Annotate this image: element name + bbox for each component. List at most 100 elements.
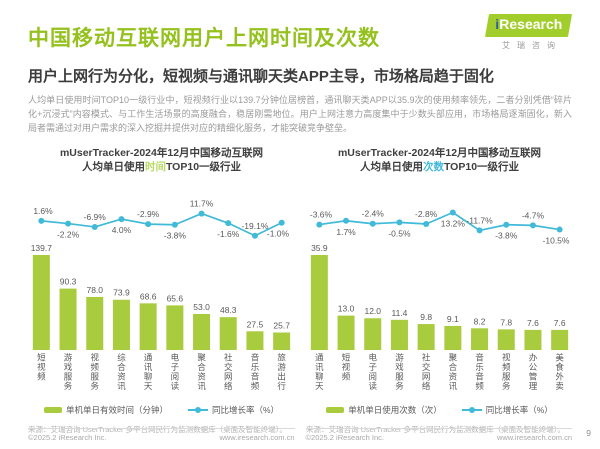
title-post: TOP10一级行业 <box>443 161 520 173</box>
category-label: 电子阅读 <box>169 353 180 391</box>
footer-website: www.iresearch.com.cn <box>219 433 295 442</box>
intro-paragraph: 人均单日使用时间TOP10一级行业中，短视频行业以139.7分钟位居榜首，通讯聊… <box>28 95 572 133</box>
svg-text:13.2%: 13.2% <box>441 218 466 228</box>
category-label: 社交网络 <box>421 353 432 391</box>
svg-text:-1.6%: -1.6% <box>217 229 240 239</box>
chart-title-line1: mUserTracker-2024年12月中国移动互联网 <box>59 147 264 159</box>
svg-text:-3.8%: -3.8% <box>164 231 187 241</box>
logo-research: Research <box>499 16 563 32</box>
svg-text:7.6: 7.6 <box>527 318 539 328</box>
legend-bar-item: 单机单日有效时间（分钟） <box>43 404 168 416</box>
svg-text:11.7%: 11.7% <box>190 199 214 209</box>
footer-copyright: ©2025.2 iResearch Inc. <box>28 433 107 442</box>
title-highlight-time: 时间 <box>144 161 166 173</box>
chart-title-line2: 人均单日使用时间TOP10一级行业 <box>28 160 295 174</box>
legend-line-label: 同比增长率（%） <box>485 405 553 415</box>
svg-text:-6.9%: -6.9% <box>84 212 107 222</box>
footer: ©2025.2 iResearch Inc. www.iresearch.com… <box>28 428 572 442</box>
page-number: 9 <box>586 428 591 438</box>
svg-text:-3.6%: -3.6% <box>310 210 333 220</box>
svg-text:9.1: 9.1 <box>447 314 459 324</box>
source-note-count: 来源：艾瑞咨询 UserTracker 多平台网民行为监测数据库（桌面及智能终端… <box>306 425 565 434</box>
category-label: 聚合资讯 <box>447 353 458 391</box>
category-label: 电子阅读 <box>367 353 378 391</box>
chart-title-count: mUserTracker-2024年12月中国移动互联网 人均单日使用次数TOP… <box>306 146 573 174</box>
svg-text:27.5: 27.5 <box>247 319 264 329</box>
bar-swatch-icon <box>326 407 345 413</box>
svg-text:-10.5%: -10.5% <box>543 236 570 246</box>
logo-subtext: 艾瑞咨询 <box>502 41 563 50</box>
subtitle: 用户上网行为分化，短视频与通讯聊天类APP主导，市场格局趋于固化 <box>28 68 494 85</box>
source-note-time: 来源：艾瑞咨询 UserTracker 多平台网民行为监测数据库（桌面及智能终端… <box>28 425 287 434</box>
svg-text:48.3: 48.3 <box>220 305 237 315</box>
legend-count: 单机单日使用次数（次） 同比增长率（%） <box>306 404 573 416</box>
svg-text:9.8: 9.8 <box>420 312 432 322</box>
legend-bar-label: 单机单日有效时间（分钟） <box>65 405 168 415</box>
line-swatch-icon <box>461 406 482 414</box>
chart-canvas-time: 139.7 90.3 78.0 73.9 68.6 65.6 53.0 48.3 27.5 25.… <box>31 199 290 350</box>
title-highlight-count: 次数 <box>422 161 444 173</box>
svg-text:-3.8%: -3.8% <box>495 231 518 241</box>
svg-text:139.7: 139.7 <box>31 243 53 253</box>
chart-title-line1: mUserTracker-2024年12月中国移动互联网 <box>337 147 542 159</box>
svg-text:-2.8%: -2.8% <box>415 209 438 219</box>
bar-swatch-icon <box>43 407 62 413</box>
category-label: 音乐音频 <box>474 353 485 391</box>
title-pre: 人均单日使用 <box>359 161 423 173</box>
footer-left: ©2025.2 iResearch Inc. www.iresearch.com… <box>28 428 295 442</box>
legend-line-item: 同比增长率（%） <box>461 404 553 416</box>
svg-text:-11.7%: -11.7% <box>466 215 493 225</box>
svg-text:53.0: 53.0 <box>193 302 210 312</box>
svg-text:-2.2%: -2.2% <box>57 230 80 240</box>
slide: 中国移动互联网用户上网时间及次数 iResearch 艾瑞咨询 用户上网行为分化… <box>28 14 573 435</box>
category-label: 视频服务 <box>501 353 512 391</box>
legend-bar-label: 单机单日使用次数（次） <box>348 405 442 415</box>
svg-text:90.3: 90.3 <box>60 277 77 287</box>
category-label: 游戏服务 <box>394 353 405 391</box>
category-label: 美食外卖 <box>554 353 565 391</box>
charts-row: mUserTracker-2024年12月中国移动互联网 人均单日使用时间TOP… <box>28 146 572 435</box>
svg-text:4.0%: 4.0% <box>112 225 132 235</box>
footer-right: ©2025.2 iResearch Inc. www.iresearch.com… <box>305 428 572 442</box>
svg-text:-2.9%: -2.9% <box>137 209 160 219</box>
title-pre: 人均单日使用 <box>81 161 145 173</box>
footer-website: www.iresearch.com.cn <box>496 433 572 442</box>
category-axis-time: 短视频 游戏服务 视频服务 综合资讯 通讯聊天 电子阅读 聚合资讯 社交网络 音乐音频 旅游出行 <box>28 353 295 401</box>
category-label: 通讯聊天 <box>143 353 154 391</box>
svg-text:13.0: 13.0 <box>338 304 355 314</box>
category-label: 办公管理 <box>527 353 538 391</box>
iresearch-logo-mark: iResearch <box>485 14 573 37</box>
category-label: 游戏服务 <box>63 353 74 391</box>
chart-title-time: mUserTracker-2024年12月中国移动互联网 人均单日使用时间TOP… <box>28 146 295 174</box>
legend-line-label: 同比增长率（%） <box>211 405 280 415</box>
category-label: 短视频 <box>36 353 47 382</box>
category-label: 社交网络 <box>223 353 234 391</box>
svg-text:1.7%: 1.7% <box>336 227 356 237</box>
legend-bar-item: 单机单日使用次数（次） <box>326 404 442 416</box>
title-post: TOP10一级行业 <box>165 161 242 173</box>
svg-text:1.6%: 1.6% <box>33 206 53 216</box>
category-label: 短视频 <box>341 353 352 382</box>
chart-title-line2: 人均单日使用次数TOP10一级行业 <box>306 160 573 174</box>
category-label: 聚合资讯 <box>196 353 207 391</box>
svg-text:65.6: 65.6 <box>167 293 184 303</box>
footer-copyright: ©2025.2 iResearch Inc. <box>305 433 385 442</box>
category-label: 视频服务 <box>89 353 100 391</box>
page-title: 中国移动互联网用户上网时间及次数 <box>28 27 380 50</box>
legend-time: 单机单日有效时间（分钟） 同比增长率（%） <box>28 404 295 416</box>
svg-text:73.9: 73.9 <box>113 288 130 298</box>
svg-text:-0.5%: -0.5% <box>388 228 411 238</box>
legend-line-item: 同比增长率（%） <box>187 404 280 416</box>
svg-text:11.4: 11.4 <box>391 308 407 318</box>
svg-text:25.7: 25.7 <box>273 321 290 331</box>
svg-text:78.0: 78.0 <box>86 285 103 295</box>
svg-text:-1.0%: -1.0% <box>267 229 290 239</box>
svg-text:8.2: 8.2 <box>474 316 486 326</box>
category-axis-count: 通讯聊天 短视频 电子阅读 游戏服务 社交网络 聚合资讯 音乐音频 视频服务 办公管理 美食外卖 <box>306 353 573 401</box>
chart-canvas-count: 35.913.0 12.0 11.4 9.8 9.1 8.2 7.8 7.6 7.6-3.6%1… <box>310 209 570 350</box>
svg-text:7.6: 7.6 <box>554 318 566 328</box>
chart-panel-count: mUserTracker-2024年12月中国移动互联网 人均单日使用次数TOP… <box>306 146 573 435</box>
svg-text:-4.7%: -4.7% <box>522 210 545 220</box>
svg-text:12.0: 12.0 <box>364 306 381 316</box>
chart-panel-time: mUserTracker-2024年12月中国移动互联网 人均单日使用时间TOP… <box>28 146 295 435</box>
